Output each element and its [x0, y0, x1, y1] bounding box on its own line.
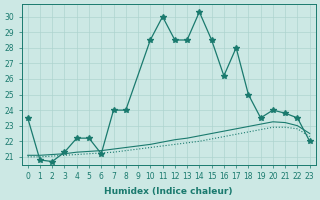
X-axis label: Humidex (Indice chaleur): Humidex (Indice chaleur)	[104, 187, 233, 196]
